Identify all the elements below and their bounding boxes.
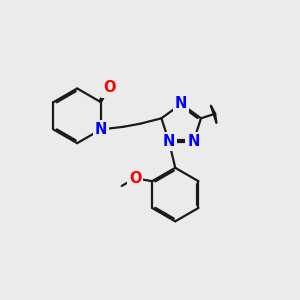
Text: N: N: [187, 134, 200, 149]
Text: O: O: [103, 80, 115, 95]
Text: N: N: [163, 134, 175, 149]
Text: N: N: [95, 122, 107, 137]
Text: O: O: [129, 171, 141, 186]
Text: N: N: [175, 96, 188, 111]
